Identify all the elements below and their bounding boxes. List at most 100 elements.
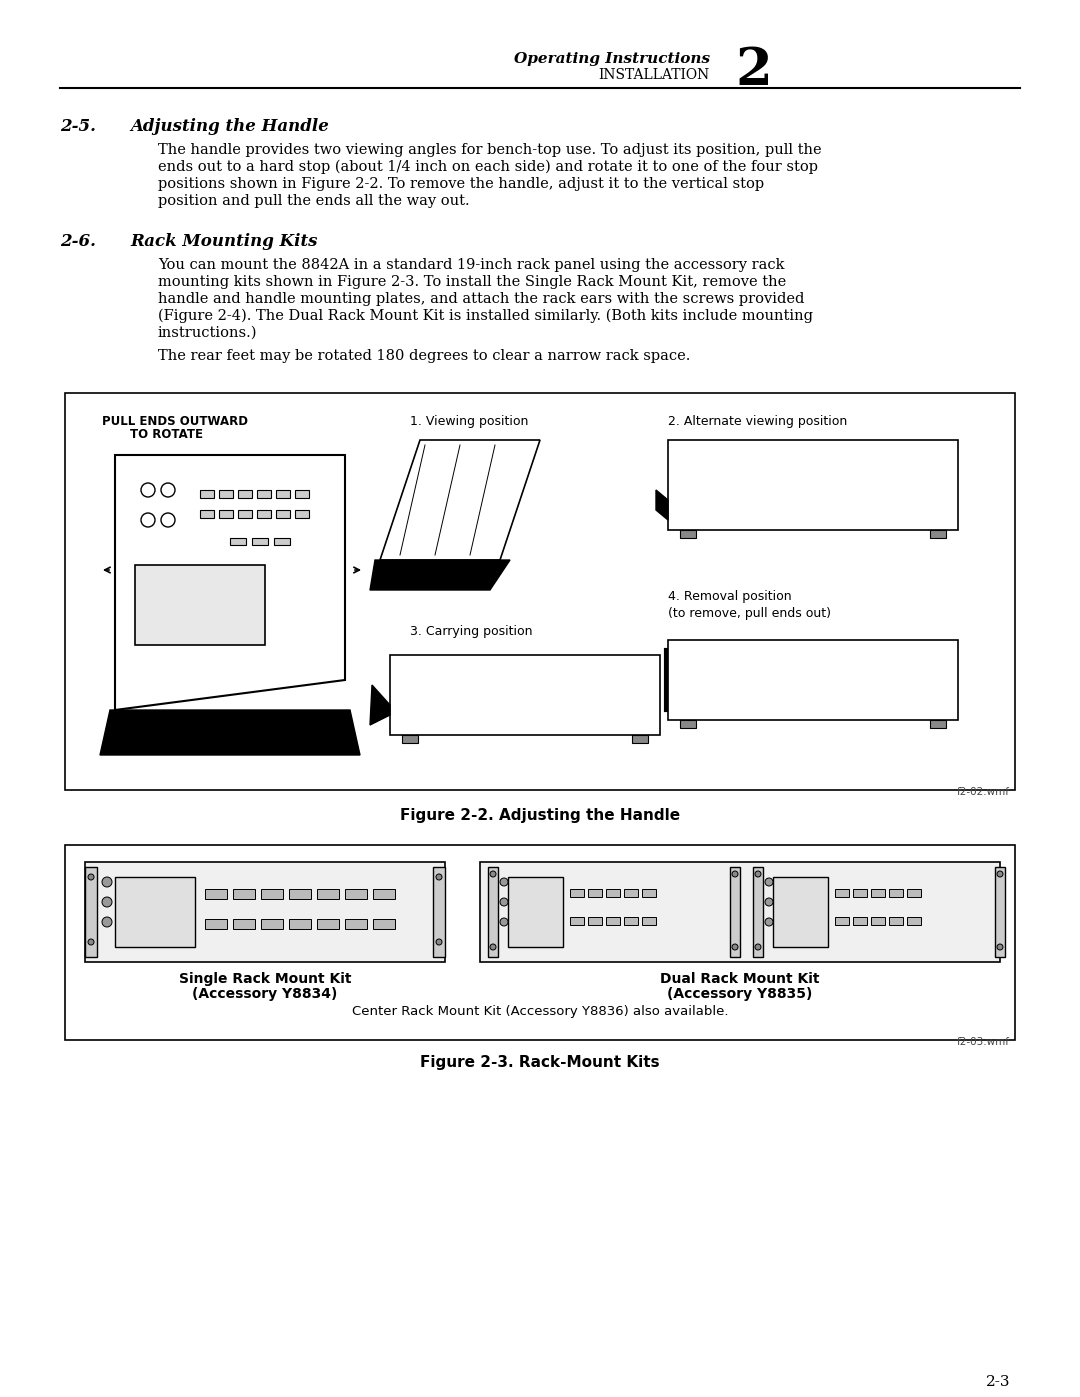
Text: Figure 2-3. Rack-Mount Kits: Figure 2-3. Rack-Mount Kits — [420, 1055, 660, 1070]
Text: 2-6.: 2-6. — [60, 233, 96, 250]
Bar — [907, 888, 921, 897]
Polygon shape — [656, 490, 669, 520]
Bar — [65, 845, 1015, 1039]
Text: 1. Viewing position: 1. Viewing position — [410, 415, 528, 427]
Bar — [345, 919, 367, 929]
Bar — [85, 868, 97, 957]
Bar — [373, 888, 395, 900]
Bar — [233, 888, 255, 900]
Bar — [835, 888, 849, 897]
Bar — [261, 919, 283, 929]
Bar — [680, 719, 696, 728]
Bar — [295, 510, 309, 518]
Bar — [570, 888, 584, 897]
Bar — [289, 888, 311, 900]
Text: The rear feet may be rotated 180 degrees to clear a narrow rack space.: The rear feet may be rotated 180 degrees… — [158, 349, 690, 363]
Bar — [345, 888, 367, 900]
Bar — [261, 888, 283, 900]
Bar — [889, 888, 903, 897]
Bar — [870, 888, 885, 897]
Text: Operating Instructions: Operating Instructions — [514, 52, 710, 66]
Text: Single Rack Mount Kit: Single Rack Mount Kit — [179, 972, 351, 986]
Text: INSTALLATION: INSTALLATION — [598, 68, 710, 82]
Circle shape — [732, 870, 738, 877]
Bar — [219, 490, 233, 497]
Text: positions shown in Figure 2-2. To remove the handle, adjust it to the vertical s: positions shown in Figure 2-2. To remove… — [158, 177, 765, 191]
Bar — [318, 888, 339, 900]
Bar — [753, 868, 762, 957]
Text: PULL ENDS OUTWARD: PULL ENDS OUTWARD — [102, 415, 248, 427]
Circle shape — [765, 877, 773, 886]
Circle shape — [87, 875, 94, 880]
Bar — [205, 919, 227, 929]
Bar — [252, 538, 268, 545]
Circle shape — [732, 944, 738, 950]
Polygon shape — [100, 710, 360, 754]
Bar — [680, 529, 696, 538]
Bar — [289, 919, 311, 929]
Text: 4. Removal position: 4. Removal position — [669, 590, 792, 604]
Polygon shape — [370, 560, 510, 590]
Circle shape — [765, 898, 773, 907]
Bar — [642, 916, 656, 925]
Bar — [238, 510, 252, 518]
Text: TO ROTATE: TO ROTATE — [130, 427, 203, 441]
Circle shape — [102, 897, 112, 907]
Bar — [669, 640, 958, 719]
Circle shape — [997, 944, 1003, 950]
Text: handle and handle mounting plates, and attach the rack ears with the screws prov: handle and handle mounting plates, and a… — [158, 292, 805, 306]
Text: f2-02.wmf: f2-02.wmf — [957, 787, 1010, 798]
Circle shape — [87, 939, 94, 944]
Bar — [274, 538, 291, 545]
Text: (Accessory Y8834): (Accessory Y8834) — [192, 988, 338, 1002]
Bar — [642, 888, 656, 897]
Bar — [508, 877, 563, 947]
Bar — [135, 564, 265, 645]
Bar — [606, 916, 620, 925]
Circle shape — [436, 875, 442, 880]
Bar — [606, 888, 620, 897]
Text: f2-03.wmf: f2-03.wmf — [957, 1037, 1010, 1046]
Bar — [488, 868, 498, 957]
Bar — [85, 862, 445, 963]
Bar — [669, 440, 958, 529]
Circle shape — [102, 916, 112, 928]
Bar — [276, 490, 291, 497]
Text: instructions.): instructions.) — [158, 326, 257, 339]
Bar — [632, 735, 648, 743]
Bar — [276, 510, 291, 518]
Bar — [114, 877, 195, 947]
Text: 2. Alternate viewing position: 2. Alternate viewing position — [669, 415, 847, 427]
Bar — [570, 916, 584, 925]
Bar — [624, 916, 638, 925]
Bar — [200, 510, 214, 518]
Bar — [853, 916, 867, 925]
Bar — [65, 393, 1015, 789]
Text: 2: 2 — [735, 45, 772, 96]
Bar — [318, 919, 339, 929]
Text: ends out to a hard stop (about 1/4 inch on each side) and rotate it to one of th: ends out to a hard stop (about 1/4 inch … — [158, 161, 818, 175]
Circle shape — [500, 918, 508, 926]
Bar — [930, 719, 946, 728]
Text: Center Rack Mount Kit (Accessory Y8836) also available.: Center Rack Mount Kit (Accessory Y8836) … — [352, 1004, 728, 1018]
Circle shape — [997, 870, 1003, 877]
Bar — [373, 919, 395, 929]
Bar — [433, 868, 445, 957]
Circle shape — [755, 944, 761, 950]
Bar — [853, 888, 867, 897]
Bar — [390, 655, 660, 735]
Text: Adjusting the Handle: Adjusting the Handle — [130, 117, 329, 136]
Bar — [233, 919, 255, 929]
Text: 2-5.: 2-5. — [60, 117, 96, 136]
Bar — [205, 888, 227, 900]
Circle shape — [755, 870, 761, 877]
Text: Figure 2-2. Adjusting the Handle: Figure 2-2. Adjusting the Handle — [400, 807, 680, 823]
Bar — [402, 735, 418, 743]
Bar — [730, 868, 740, 957]
Bar — [588, 916, 602, 925]
Bar — [835, 916, 849, 925]
Bar — [238, 490, 252, 497]
Bar — [889, 916, 903, 925]
Bar — [200, 490, 214, 497]
Text: (to remove, pull ends out): (to remove, pull ends out) — [669, 608, 831, 620]
